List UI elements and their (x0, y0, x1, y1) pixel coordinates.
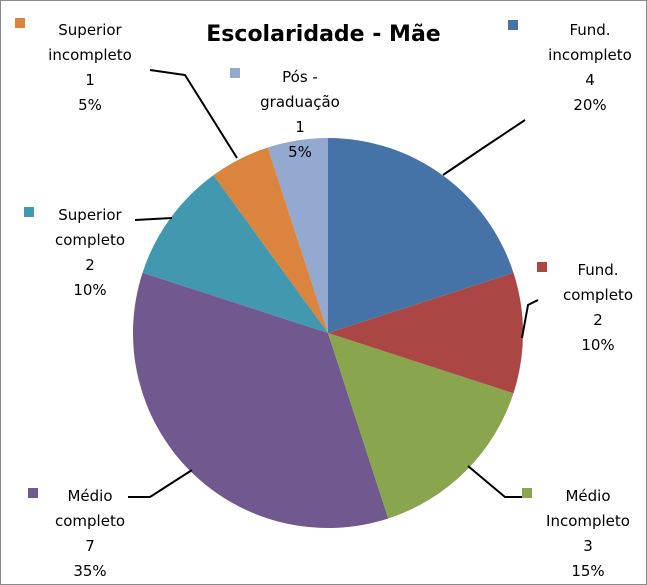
category-label: Fund. completo (562, 261, 633, 304)
category-label: Médio completo (54, 487, 125, 530)
legend-swatch (24, 207, 34, 217)
value-label: 1 (295, 118, 305, 136)
leader-lines (128, 69, 539, 498)
slice-label: Fund. incompleto 4 20% (545, 18, 635, 118)
leader-line (467, 465, 525, 498)
value-label: 2 (85, 256, 95, 274)
legend-swatch (522, 488, 532, 498)
pie-slice (213, 147, 328, 333)
percent-label: 5% (78, 96, 102, 114)
pie-slice (267, 138, 328, 333)
slice-label: Médio Incompleto 3 15% (543, 484, 633, 584)
legend-swatch (537, 262, 547, 272)
category-label: Superior completo (54, 206, 125, 249)
percent-label: 5% (288, 143, 312, 161)
legend-swatch (230, 68, 240, 78)
slice-label: Superior incompleto 1 5% (45, 18, 135, 118)
percent-label: 20% (573, 96, 607, 114)
percent-label: 35% (73, 562, 107, 580)
category-label: Superior incompleto (48, 21, 132, 64)
category-label: Médio Incompleto (546, 487, 630, 530)
leader-line (149, 69, 238, 159)
slice-label: Médio completo 7 35% (45, 484, 135, 584)
percent-label: 10% (581, 336, 615, 354)
leader-line (128, 469, 193, 498)
value-label: 4 (585, 71, 595, 89)
value-label: 2 (593, 311, 603, 329)
value-label: 7 (85, 537, 95, 555)
leader-line (442, 119, 526, 176)
legend-swatch (28, 488, 38, 498)
category-label: Pós - graduação (260, 68, 340, 111)
slice-label: Fund. completo 2 10% (553, 258, 643, 358)
pie-slice (142, 175, 328, 333)
category-label: Fund. incompleto (548, 21, 632, 64)
value-label: 1 (85, 71, 95, 89)
legend-swatch (508, 20, 518, 30)
leader-line (521, 299, 539, 339)
legend-swatch (15, 18, 25, 28)
percent-label: 10% (73, 281, 107, 299)
pie-slice (133, 272, 389, 528)
pie-slice (328, 272, 523, 394)
pie-slice (328, 138, 514, 333)
value-label: 3 (583, 537, 593, 555)
percent-label: 15% (571, 562, 605, 580)
slice-label: Superior completo 2 10% (45, 203, 135, 303)
pie-slice (328, 333, 514, 519)
leader-line (134, 217, 173, 221)
slice-label: Pós - graduação 1 5% (255, 65, 345, 165)
chart-title: Escolaridade - Mãe (206, 22, 441, 47)
